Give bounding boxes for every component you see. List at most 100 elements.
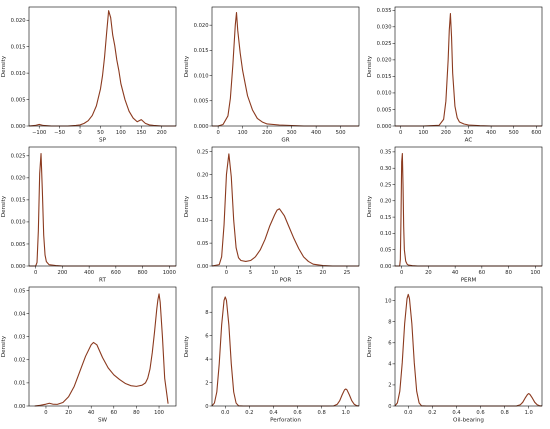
- y-tick-label: 0.030: [377, 25, 392, 31]
- y-tick-label: 0.25: [197, 149, 209, 155]
- panel-perm: 0 20 40 60 80 100 0.00 0.05 0.10 0.15 0.20 0.25 0.30…: [367, 146, 543, 284]
- panel-sp: −100 −50 0 50 100 150 200 0.000 0.005 0.010 0.015 0…: [1, 6, 177, 144]
- x-tick-label: 100: [530, 270, 540, 276]
- x-tick-label: 0.4: [452, 410, 461, 416]
- y-tick-label: 6: [388, 341, 391, 347]
- x-tick-label: 800: [138, 270, 148, 276]
- x-axis-label: AC: [465, 138, 473, 144]
- y-tick-label: 0.020: [11, 176, 26, 182]
- x-tick-label: 20: [65, 410, 72, 416]
- density-curve-ac: [395, 13, 542, 127]
- y-tick-label: 0.30: [380, 166, 392, 172]
- x-tick-label: 0: [34, 270, 37, 276]
- y-tick-label: 8: [388, 320, 391, 326]
- x-axis-label: Oil-bearing: [453, 418, 484, 424]
- density-curve-por: [211, 153, 359, 267]
- x-tick-label: 100: [418, 130, 428, 136]
- x-tick-label: 0.6: [293, 410, 301, 416]
- x-axis-label: SW: [98, 418, 108, 424]
- y-tick-label: 0.35: [380, 150, 392, 156]
- y-tick-label: 0.025: [377, 41, 392, 47]
- x-tick-label: 50: [97, 130, 104, 136]
- y-tick-label: 0.010: [377, 91, 392, 97]
- y-tick-label: 0.015: [194, 48, 209, 54]
- x-tick-label: 600: [531, 130, 541, 136]
- x-axis-label: GR: [281, 138, 289, 144]
- x-tick-label: 0.8: [501, 410, 509, 416]
- density-curve-sw: [34, 293, 169, 407]
- x-axis-label: RT: [99, 278, 106, 284]
- x-tick-label: 200: [157, 130, 167, 136]
- x-tick-label: 200: [262, 130, 272, 136]
- axes-frame-perforation: [211, 286, 360, 407]
- axes-frame-por: [211, 146, 360, 267]
- x-tick-label: 200: [57, 270, 67, 276]
- y-tick-label: 0.000: [377, 124, 392, 130]
- y-axis-label: Density: [1, 335, 7, 357]
- y-tick-label: 2: [205, 380, 208, 386]
- y-tick-label: 0.00: [380, 264, 392, 270]
- y-tick-label: 0.005: [194, 99, 209, 105]
- x-tick-label: 0.4: [269, 410, 278, 416]
- x-tick-label: 600: [111, 270, 121, 276]
- y-tick-label: 0.01: [14, 381, 26, 387]
- x-tick-label: 60: [479, 270, 486, 276]
- axes-frame-sp: [28, 6, 177, 127]
- axes-frame-oil-bearing: [394, 286, 543, 407]
- y-axis-label: Density: [184, 195, 190, 217]
- y-tick-label: 0.015: [11, 198, 26, 204]
- y-axis-label: Density: [184, 55, 190, 77]
- y-axis-label: Density: [367, 55, 373, 77]
- x-axis-label: SP: [99, 138, 107, 144]
- y-tick-label: 0.04: [14, 311, 26, 317]
- x-tick-label: 100: [238, 130, 248, 136]
- x-tick-label: 200: [441, 130, 451, 136]
- y-tick-label: 0.025: [11, 154, 26, 160]
- density-curve-perforation: [211, 296, 360, 407]
- x-tick-label: 0: [216, 130, 219, 136]
- y-tick-label: 0.00: [14, 404, 26, 410]
- y-tick-label: 0.020: [377, 58, 392, 64]
- y-axis-label: Density: [184, 335, 190, 357]
- y-axis-label: Density: [1, 55, 7, 77]
- y-tick-label: 0.000: [194, 124, 209, 130]
- axes-frame-sw: [28, 286, 177, 407]
- y-tick-label: 6: [205, 333, 208, 339]
- x-tick-label: 100: [116, 130, 126, 136]
- x-tick-label: 10: [271, 270, 278, 276]
- x-tick-label: 15: [295, 270, 302, 276]
- x-tick-label: 150: [136, 130, 146, 136]
- x-tick-label: 0.8: [318, 410, 326, 416]
- x-tick-label: 80: [505, 270, 512, 276]
- x-tick-label: 40: [88, 410, 95, 416]
- y-tick-label: 0.010: [11, 220, 26, 226]
- x-tick-label: 0.2: [428, 410, 436, 416]
- axes-frame-gr: [211, 6, 360, 127]
- y-tick-label: 0.10: [380, 231, 392, 237]
- x-tick-label: 40: [452, 270, 459, 276]
- y-tick-label: 0.02: [14, 358, 26, 364]
- x-axis-label: Perforation: [270, 418, 301, 424]
- x-tick-label: 0.0: [221, 410, 229, 416]
- panel-rt: 0 200 400 600 800 1000 0.000 0.005 0.010 0.015 0.0…: [1, 146, 177, 284]
- y-axis-label: Density: [367, 195, 373, 217]
- y-tick-label: 0.15: [380, 215, 392, 221]
- y-tick-label: 0.20: [380, 199, 392, 205]
- y-tick-label: 0.005: [11, 97, 26, 103]
- x-tick-label: 1000: [163, 270, 176, 276]
- x-tick-label: 1.0: [525, 410, 533, 416]
- density-curve-perm: [395, 152, 542, 267]
- x-axis-label: PERM: [461, 278, 477, 284]
- panel-ac: 0 100 200 300 400 500 600 0.000 0.005 0.010 0.015 0…: [367, 6, 543, 144]
- y-tick-label: 0.000: [11, 124, 26, 130]
- y-tick-label: 0.010: [194, 73, 209, 79]
- y-tick-label: 0.03: [14, 334, 26, 340]
- density-curve-oil-bearing: [394, 293, 543, 407]
- x-tick-label: 400: [84, 270, 94, 276]
- y-tick-label: 0: [388, 404, 391, 410]
- y-axis-label: Density: [1, 195, 7, 217]
- x-tick-label: 300: [287, 130, 297, 136]
- x-tick-label: 0.0: [404, 410, 412, 416]
- y-tick-label: 0: [205, 404, 208, 410]
